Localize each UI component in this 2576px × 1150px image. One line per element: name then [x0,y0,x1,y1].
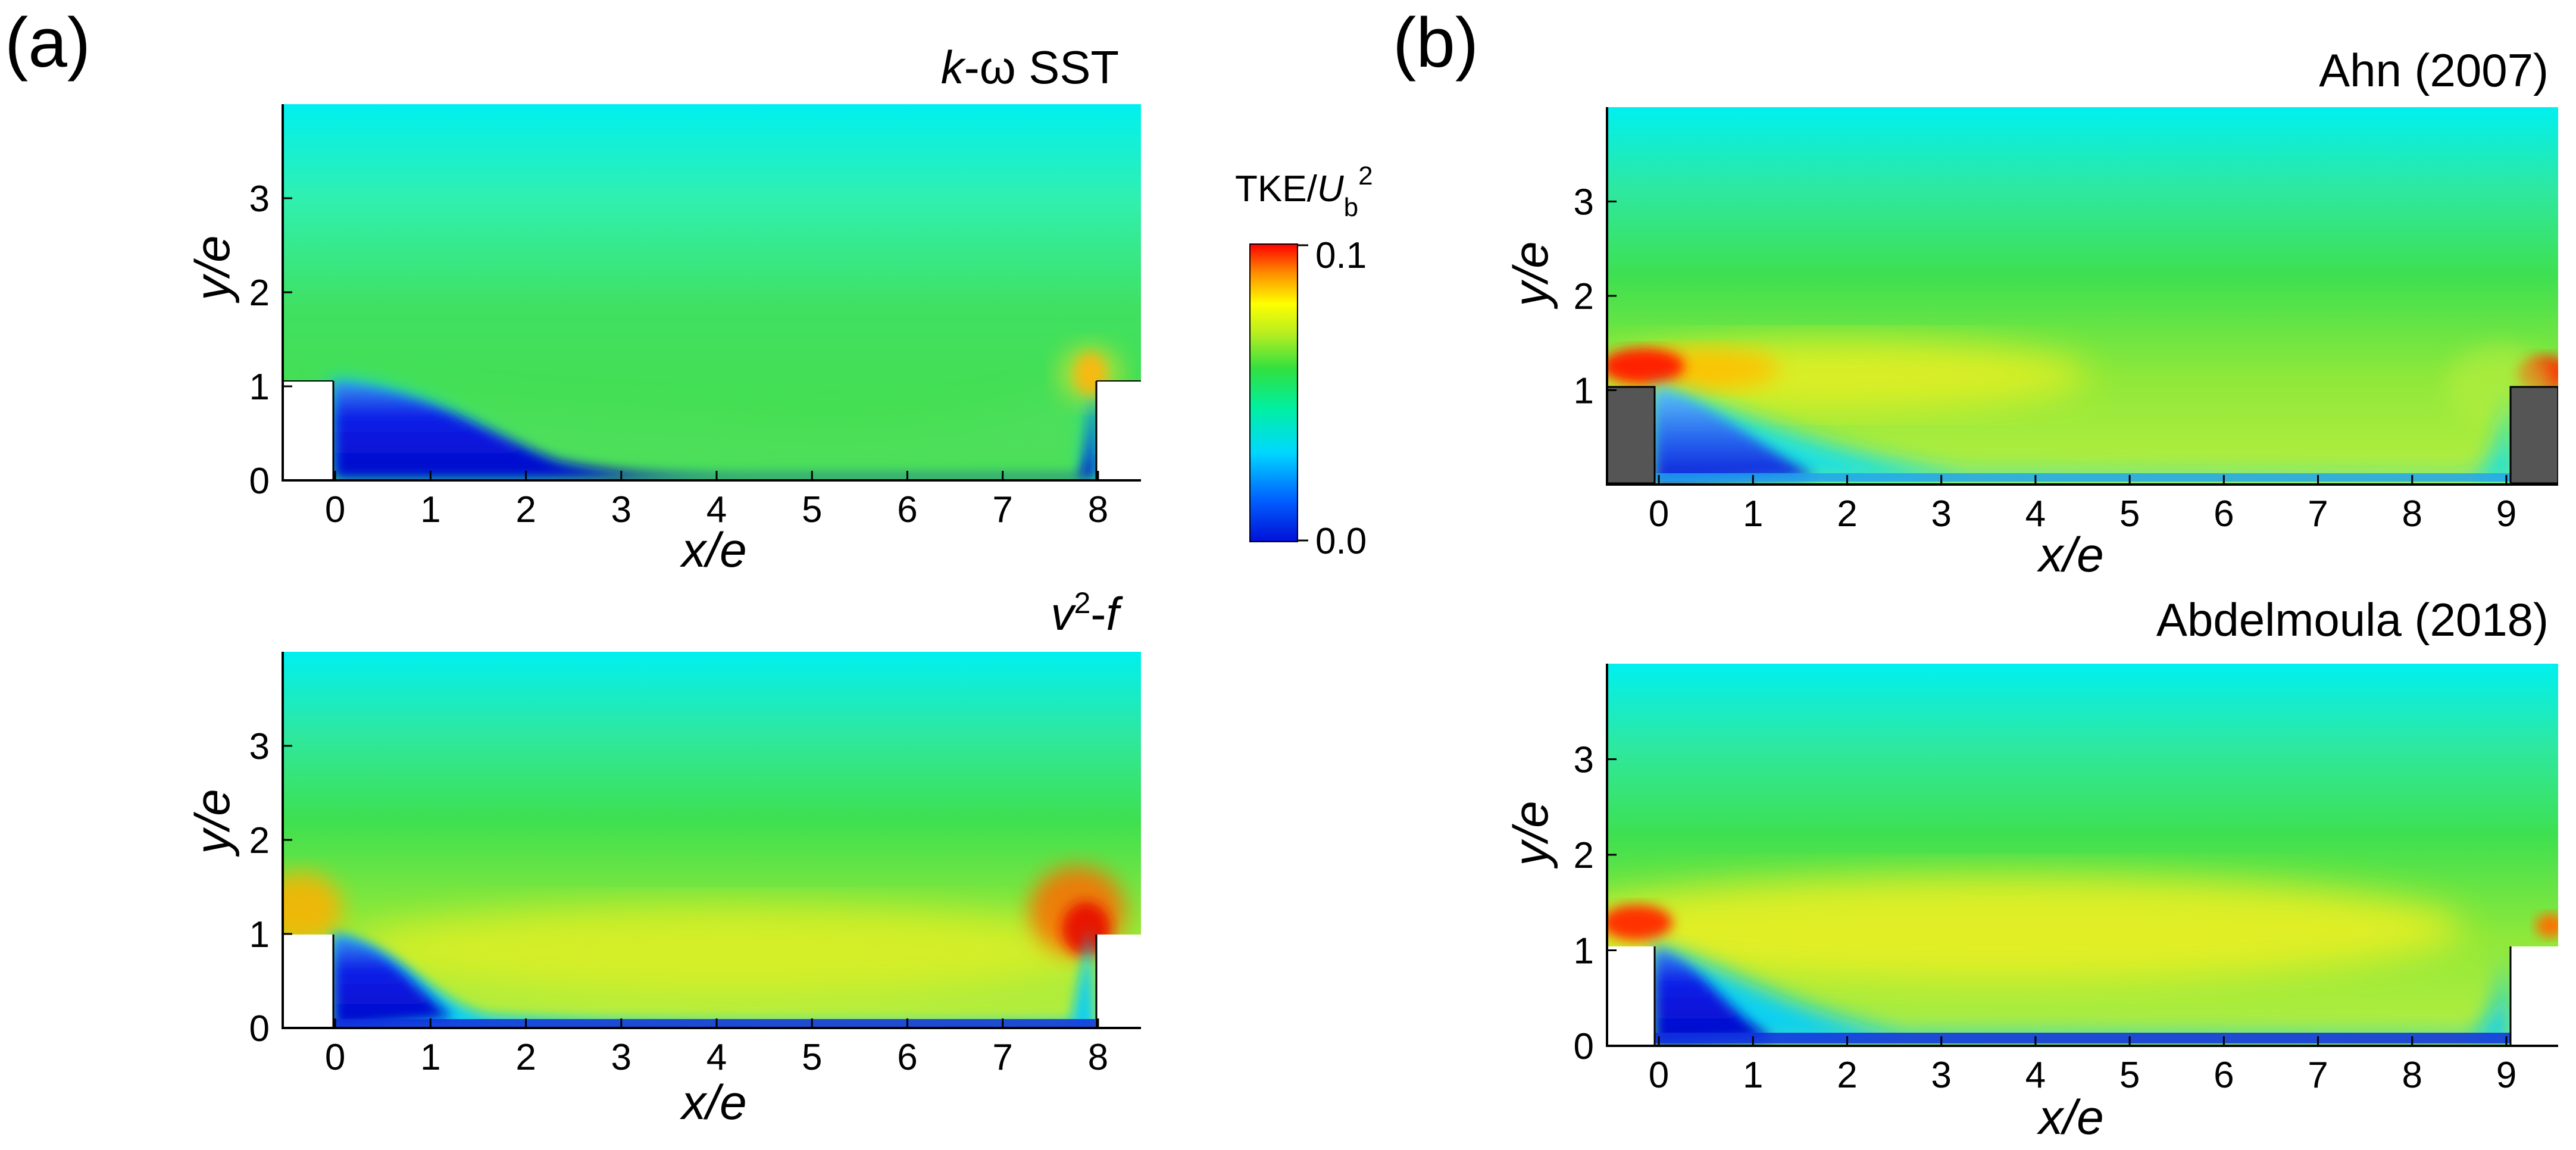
title-a-top-rest: -ω SST [964,41,1119,93]
colorbar-label-sub: b [1344,193,1358,222]
y-tick-label-b-bottom: 1 [1574,931,1594,972]
x-tick-label-b-bottom: 0 [1649,1055,1669,1096]
x-tick-label-b-bottom: 8 [2402,1055,2422,1096]
y-ticks-b-top: 1 2 3 [1574,182,1617,412]
y-ticks-a-top: 0 1 2 3 [249,179,292,502]
tke-field-a-bottom [283,652,1141,1027]
colorbar-max-label: 0.1 [1315,235,1367,276]
x-tick-label-a-bottom: 0 [325,1037,345,1078]
y-tick-label-b-top: 2 [1574,276,1594,317]
y-tick-label-b-bottom: 3 [1574,740,1594,781]
y-tick-label-b-bottom: 2 [1574,835,1594,876]
chart-title-a-bottom: v2-f [1051,586,1124,640]
x-tick-label-a-bottom: 7 [992,1037,1012,1078]
y-axis-label-b-bottom: y/e [1504,801,1558,868]
y-axis-label-a-bottom: y/e [186,789,240,857]
x-tick-label-b-bottom: 9 [2496,1055,2516,1096]
x-tick-label-a-top: 7 [992,489,1012,530]
y-tick-label-a-top: 0 [249,461,270,502]
panel-label-b: (b) [1393,4,1478,82]
x-tick-label-b-top: 9 [2496,493,2516,535]
x-tick-label-a-bottom: 8 [1088,1037,1108,1078]
chart-title-b-top: Ahn (2007) [2319,44,2549,96]
colorbar-label: TKE/Ub2 [1235,161,1373,222]
heatmap-b-bottom: 0 1 2 3 4 5 6 7 8 9 0 1 2 3 x/e y/e Abdelmoula (2018… [1504,593,2558,1145]
x-tick-label-b-bottom: 4 [2025,1055,2046,1096]
x-tick-label-a-bottom: 1 [420,1037,440,1078]
x-ticks-a-top: 0 1 2 3 4 5 6 7 8 [325,471,1108,530]
title-a-bottom-dash: - [1090,588,1106,640]
title-a-bottom-sup: 2 [1074,586,1091,620]
x-tick-label-b-bottom: 2 [1837,1055,1857,1096]
x-tick-label-a-top: 8 [1088,489,1108,530]
x-tick-label-b-bottom: 1 [1743,1055,1763,1096]
y-tick-label-b-bottom: 0 [1574,1026,1594,1067]
y-tick-label-a-bottom: 3 [249,726,270,767]
x-tick-label-a-top: 0 [325,489,345,530]
x-axis-label-b-bottom: x/e [2036,1090,2103,1145]
colorbar-min-label: 0.0 [1315,521,1367,562]
title-a-bottom-f: f [1106,588,1123,640]
x-tick-label-b-top: 1 [1743,493,1763,535]
y-tick-label-a-bottom: 0 [249,1008,270,1049]
x-tick-label-a-top: 6 [897,489,917,530]
y-axis-label-a-top: y/e [186,235,240,303]
y-axis-label-b-top: y/e [1504,241,1558,309]
x-axis-label-a-bottom: x/e [679,1076,746,1130]
x-ticks-b-top: 0 1 2 3 4 5 6 7 8 9 [1649,475,2516,535]
heatmap-b-top: 0 1 2 3 4 5 6 7 8 9 1 2 3 x/e y/e Ahn (2007) [1504,44,2558,582]
heatmap-a-top: 0 1 2 3 4 5 6 7 8 0 1 2 3 x/e y/e k-ω SST [186,41,1141,577]
x-tick-label-b-bottom: 3 [1931,1055,1951,1096]
y-tick-label-a-bottom: 1 [249,914,270,955]
x-tick-label-b-bottom: 5 [2119,1055,2140,1096]
x-tick-label-b-top: 7 [2308,493,2328,535]
x-tick-label-b-top: 3 [1931,493,1951,535]
x-tick-label-a-top: 2 [515,489,536,530]
x-tick-label-b-top: 6 [2214,493,2234,535]
x-tick-label-a-bottom: 3 [611,1037,632,1078]
x-tick-label-a-bottom: 2 [515,1037,536,1078]
chart-title-a-top: k-ω SST [941,41,1119,93]
y-ticks-b-bottom: 0 1 2 3 [1574,740,1617,1067]
x-axis-label-b-top: x/e [2036,528,2103,582]
x-tick-label-a-top: 3 [611,489,632,530]
x-axis-label-a-top: x/e [679,523,746,577]
x-tick-label-b-top: 8 [2402,493,2422,535]
x-tick-label-b-bottom: 7 [2308,1055,2328,1096]
x-tick-label-a-bottom: 4 [706,1037,727,1078]
x-tick-label-b-top: 5 [2119,493,2140,535]
x-tick-label-a-bottom: 5 [802,1037,822,1078]
title-a-bottom-v: v [1051,588,1077,640]
colorbar-label-sup: 2 [1358,161,1373,190]
y-tick-label-a-top: 2 [249,273,270,314]
colorbar-label-var: U [1317,168,1345,210]
x-tick-label-a-top: 4 [706,489,727,530]
x-tick-label-b-top: 4 [2025,493,2046,535]
x-tick-label-b-top: 0 [1649,493,1669,535]
title-a-top-k: k [941,41,967,93]
colorbar: TKE/Ub2 0.1 0.0 [1235,161,1373,562]
y-ticks-a-bottom: 0 1 2 3 [249,726,292,1049]
x-ticks-b-bottom: 0 1 2 3 4 5 6 7 8 9 [1649,1036,2516,1096]
x-tick-label-b-bottom: 6 [2214,1055,2234,1096]
colorbar-gradient [1249,243,1298,542]
panel-label-a: (a) [5,4,90,82]
x-tick-label-a-top: 5 [802,489,822,530]
x-tick-label-a-bottom: 6 [897,1037,917,1078]
y-tick-label-b-top: 1 [1574,371,1594,412]
x-tick-label-a-top: 1 [420,489,440,530]
y-tick-label-b-top: 3 [1574,182,1594,223]
tke-field-a-top [283,104,1141,479]
y-tick-label-a-top: 1 [249,367,270,408]
x-ticks-a-bottom: 0 1 2 3 4 5 6 7 8 [325,1018,1108,1078]
colorbar-label-main: TKE/ [1235,168,1318,210]
y-tick-label-a-bottom: 2 [249,820,270,861]
y-tick-label-a-top: 3 [249,179,270,220]
tke-field-b-bottom [1607,664,2558,1045]
chart-title-b-bottom: Abdelmoula (2018) [2156,593,2549,646]
x-tick-label-b-top: 2 [1837,493,1857,535]
tke-field-b-top [1607,107,2558,483]
